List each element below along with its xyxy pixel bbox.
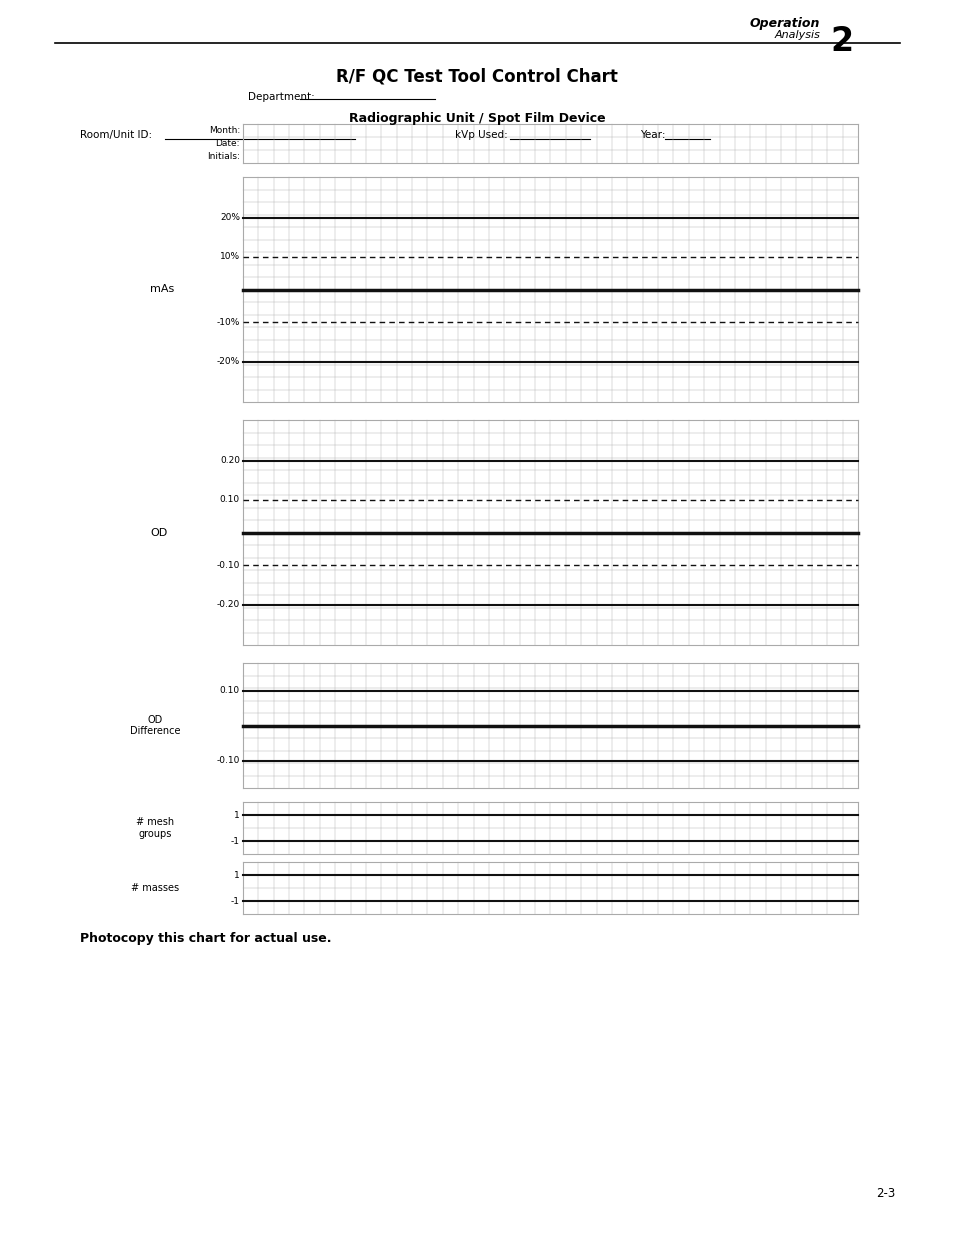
Text: 0.10: 0.10 — [219, 495, 240, 504]
Text: -0.20: -0.20 — [216, 600, 240, 609]
Text: 1: 1 — [234, 810, 240, 820]
Bar — [243, 124, 857, 163]
Text: Room/Unit ID:: Room/Unit ID: — [80, 130, 152, 140]
Text: -0.10: -0.10 — [216, 561, 240, 569]
Text: Department:: Department: — [248, 91, 314, 103]
Text: mAs: mAs — [150, 284, 174, 294]
Text: Date:: Date: — [215, 140, 240, 148]
Text: Radiographic Unit / Spot Film Device: Radiographic Unit / Spot Film Device — [349, 112, 604, 125]
Bar — [243, 663, 857, 788]
Text: # masses: # masses — [131, 883, 179, 893]
Text: 1: 1 — [234, 871, 240, 879]
Text: -0.10: -0.10 — [216, 756, 240, 764]
Text: 20%: 20% — [220, 212, 240, 222]
Bar — [243, 862, 857, 914]
Text: Analysis: Analysis — [773, 30, 820, 40]
Text: -1: -1 — [231, 836, 240, 846]
Text: R/F QC Test Tool Control Chart: R/F QC Test Tool Control Chart — [335, 67, 618, 85]
Text: # mesh
groups: # mesh groups — [135, 818, 173, 839]
Bar — [243, 177, 857, 403]
Text: 2-3: 2-3 — [875, 1187, 894, 1200]
Bar — [243, 420, 857, 645]
Text: Photocopy this chart for actual use.: Photocopy this chart for actual use. — [80, 932, 331, 945]
Text: Operation: Operation — [749, 17, 820, 30]
Bar — [243, 802, 857, 853]
Text: 2: 2 — [829, 25, 852, 58]
Text: -10%: -10% — [216, 317, 240, 326]
Text: 0.20: 0.20 — [220, 456, 240, 466]
Text: Year:: Year: — [639, 130, 665, 140]
Text: Initials:: Initials: — [207, 152, 240, 161]
Text: -20%: -20% — [216, 357, 240, 366]
Text: 10%: 10% — [219, 252, 240, 262]
Text: -1: -1 — [231, 897, 240, 905]
Text: OD: OD — [150, 527, 167, 537]
Text: Month:: Month: — [209, 126, 240, 135]
Text: kVp Used:: kVp Used: — [455, 130, 507, 140]
Text: 0.10: 0.10 — [219, 685, 240, 695]
Text: OD
Difference: OD Difference — [130, 715, 180, 736]
